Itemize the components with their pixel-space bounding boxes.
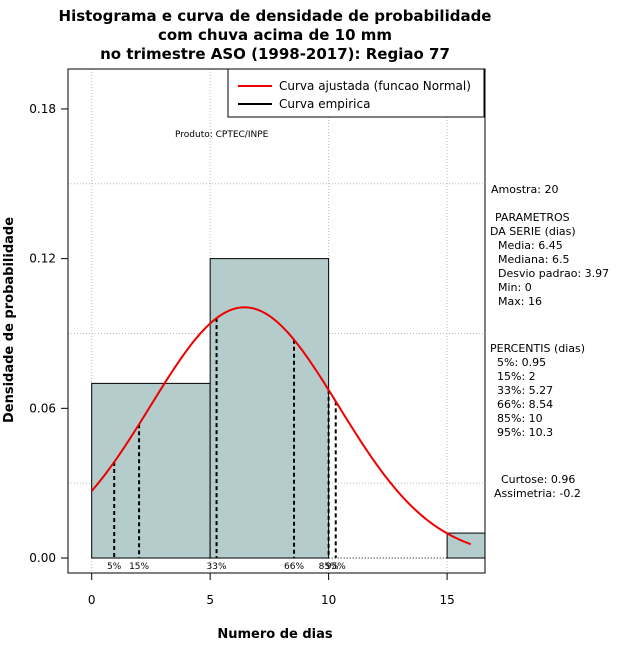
percentil-15: 15%: 2: [497, 370, 536, 383]
legend: Curva ajustada (funcao Normal) Curva emp…: [227, 68, 485, 118]
fitted-normal-curve: [90, 306, 472, 546]
percentil-5: 5%: 0.95: [497, 356, 546, 369]
percentil-95: 95%: 10.3: [497, 426, 553, 439]
param-median: Mediana: 6.5: [498, 253, 569, 266]
x-axis-title: Numero de dias: [217, 627, 333, 642]
percentil-85: 85%: 10: [497, 412, 543, 425]
x-tick-label-1: 5: [206, 593, 214, 607]
percentile-label-1: 15%: [129, 562, 149, 572]
param-min: Min: 0: [498, 281, 532, 294]
histogram-bar-1: [209, 258, 330, 559]
product-credit: Produto: CPTEC/INPE: [175, 130, 269, 140]
y-tick-label-1: 0.06: [29, 401, 56, 415]
legend-label-fitted: Curva ajustada (funcao Normal): [279, 79, 471, 93]
percentil-66: 66%: 8.54: [497, 398, 553, 411]
percentile-label-4: 85%: [319, 562, 339, 572]
y-axis-title: Densidade de probabilidade: [2, 217, 17, 423]
axes: 0 5 10 15 0.00 0.06 0.12 0.18: [29, 68, 486, 607]
percentile-label-2: 33%: [207, 562, 227, 572]
param-mean: Media: 6.45: [498, 239, 563, 252]
params-subheader: DA SERIE (dias): [490, 225, 576, 238]
x-tick-label-0: 0: [88, 593, 96, 607]
y-tick-label-0: 0.00: [29, 551, 56, 565]
side-panel: Amostra: 20 PARAMETROS DA SERIE (dias) M…: [490, 183, 609, 500]
x-tick-label-2: 10: [321, 593, 336, 607]
chart-title-line-2: com chuva acima de 10 mm: [158, 26, 392, 44]
skewness: Assimetria: -0.2: [494, 487, 581, 500]
param-sd: Desvio padrao: 3.97: [498, 267, 609, 280]
histogram-bar-0: [91, 382, 211, 559]
histogram-bars: [91, 258, 486, 559]
sample-size: Amostra: 20: [491, 183, 558, 196]
percentis-header: PERCENTIS (dias): [490, 342, 585, 355]
legend-label-empirical: Curva empirica: [279, 97, 370, 111]
percentile-label-5: 95%: [326, 562, 346, 572]
y-tick-label-2: 0.12: [29, 252, 56, 266]
percentile-label-3: 66%: [284, 562, 304, 572]
percentil-33: 33%: 5.27: [497, 384, 553, 397]
param-max: Max: 16: [498, 295, 542, 308]
y-tick-label-3: 0.18: [29, 102, 56, 116]
chart-title-line-3: no trimestre ASO (1998-2017): Regiao 77: [100, 45, 450, 63]
x-tick-label-3: 15: [439, 593, 454, 607]
percentile-label-0: 5%: [107, 562, 122, 572]
chart-title-line-1: Histograma e curva de densidade de proba…: [59, 7, 492, 25]
kurtosis: Curtose: 0.96: [501, 473, 575, 486]
normal-curve: [90, 306, 472, 546]
percentile-lines: 5% 15% 33% 66% 85%95%: [107, 318, 346, 572]
params-header: PARAMETROS: [495, 211, 570, 224]
legend-box: [227, 68, 485, 118]
